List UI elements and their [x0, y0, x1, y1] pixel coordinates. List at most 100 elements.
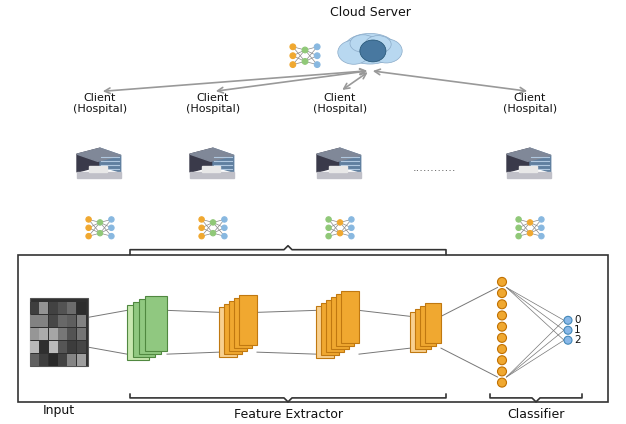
Text: Client
(Hospital): Client (Hospital): [503, 93, 557, 114]
FancyBboxPatch shape: [77, 302, 86, 314]
Circle shape: [210, 220, 216, 225]
FancyBboxPatch shape: [224, 304, 242, 354]
Circle shape: [337, 231, 342, 236]
Polygon shape: [317, 172, 361, 178]
FancyBboxPatch shape: [316, 307, 334, 358]
Circle shape: [199, 234, 204, 239]
Text: Client
(Hospital): Client (Hospital): [73, 93, 127, 114]
FancyBboxPatch shape: [39, 315, 48, 327]
Circle shape: [199, 225, 204, 231]
Polygon shape: [77, 148, 121, 162]
FancyBboxPatch shape: [49, 302, 58, 314]
Circle shape: [97, 220, 103, 225]
FancyBboxPatch shape: [326, 301, 344, 352]
Circle shape: [314, 53, 320, 59]
Circle shape: [498, 322, 506, 331]
FancyBboxPatch shape: [341, 291, 359, 343]
FancyBboxPatch shape: [58, 341, 67, 353]
FancyBboxPatch shape: [58, 328, 67, 340]
FancyBboxPatch shape: [77, 341, 86, 353]
Circle shape: [564, 326, 572, 334]
Circle shape: [349, 225, 354, 231]
Polygon shape: [77, 172, 121, 178]
FancyBboxPatch shape: [39, 328, 48, 340]
Text: 0: 0: [574, 315, 580, 325]
FancyBboxPatch shape: [49, 328, 58, 340]
Polygon shape: [317, 148, 340, 172]
Circle shape: [527, 231, 533, 236]
Circle shape: [302, 47, 308, 53]
Polygon shape: [88, 166, 107, 172]
FancyBboxPatch shape: [30, 298, 88, 366]
FancyBboxPatch shape: [68, 315, 76, 327]
Circle shape: [527, 220, 533, 225]
Circle shape: [337, 220, 342, 225]
FancyBboxPatch shape: [39, 341, 48, 353]
Text: Classifier: Classifier: [507, 408, 565, 421]
Circle shape: [498, 300, 506, 309]
Polygon shape: [190, 172, 233, 178]
Circle shape: [326, 217, 331, 222]
FancyBboxPatch shape: [77, 328, 86, 340]
Circle shape: [498, 378, 506, 387]
Text: ............: ............: [413, 163, 457, 173]
Text: Cloud Server: Cloud Server: [329, 6, 411, 19]
Ellipse shape: [338, 40, 370, 64]
Polygon shape: [530, 148, 551, 172]
Circle shape: [498, 333, 506, 342]
Circle shape: [539, 234, 544, 239]
FancyBboxPatch shape: [68, 328, 76, 340]
FancyBboxPatch shape: [420, 307, 436, 346]
Polygon shape: [100, 148, 121, 172]
FancyBboxPatch shape: [30, 341, 39, 353]
Text: Client
(Hospital): Client (Hospital): [313, 93, 367, 114]
FancyBboxPatch shape: [321, 304, 339, 355]
Circle shape: [349, 217, 354, 222]
Circle shape: [290, 44, 295, 50]
Text: Client
(Hospital): Client (Hospital): [186, 93, 240, 114]
FancyBboxPatch shape: [239, 296, 257, 345]
FancyBboxPatch shape: [30, 302, 39, 314]
FancyBboxPatch shape: [425, 304, 441, 343]
FancyBboxPatch shape: [49, 354, 58, 366]
FancyBboxPatch shape: [68, 341, 76, 353]
FancyBboxPatch shape: [336, 294, 354, 346]
Polygon shape: [518, 166, 537, 172]
Circle shape: [349, 234, 354, 239]
Text: Input: Input: [43, 404, 75, 417]
Circle shape: [516, 217, 521, 222]
FancyBboxPatch shape: [58, 315, 67, 327]
Circle shape: [290, 62, 295, 67]
Circle shape: [222, 234, 227, 239]
FancyBboxPatch shape: [68, 354, 76, 366]
Circle shape: [539, 225, 544, 231]
FancyBboxPatch shape: [229, 301, 247, 351]
Circle shape: [290, 53, 295, 59]
FancyBboxPatch shape: [139, 299, 161, 354]
Circle shape: [564, 316, 572, 324]
FancyBboxPatch shape: [145, 296, 167, 351]
Text: Feature Extractor: Feature Extractor: [233, 408, 342, 421]
FancyBboxPatch shape: [133, 302, 155, 357]
Circle shape: [199, 217, 204, 222]
FancyBboxPatch shape: [58, 302, 67, 314]
Ellipse shape: [344, 33, 396, 64]
Circle shape: [109, 225, 114, 231]
Circle shape: [86, 234, 91, 239]
Circle shape: [326, 234, 331, 239]
Ellipse shape: [360, 40, 386, 62]
Circle shape: [498, 356, 506, 365]
FancyBboxPatch shape: [219, 307, 237, 357]
Polygon shape: [190, 148, 213, 172]
FancyBboxPatch shape: [77, 354, 86, 366]
Circle shape: [302, 59, 308, 64]
Polygon shape: [329, 166, 347, 172]
Polygon shape: [77, 148, 100, 172]
Polygon shape: [317, 148, 361, 162]
Circle shape: [109, 217, 114, 222]
Circle shape: [498, 311, 506, 320]
Circle shape: [210, 231, 216, 236]
FancyBboxPatch shape: [234, 298, 252, 348]
FancyBboxPatch shape: [39, 302, 48, 314]
FancyBboxPatch shape: [49, 315, 58, 327]
